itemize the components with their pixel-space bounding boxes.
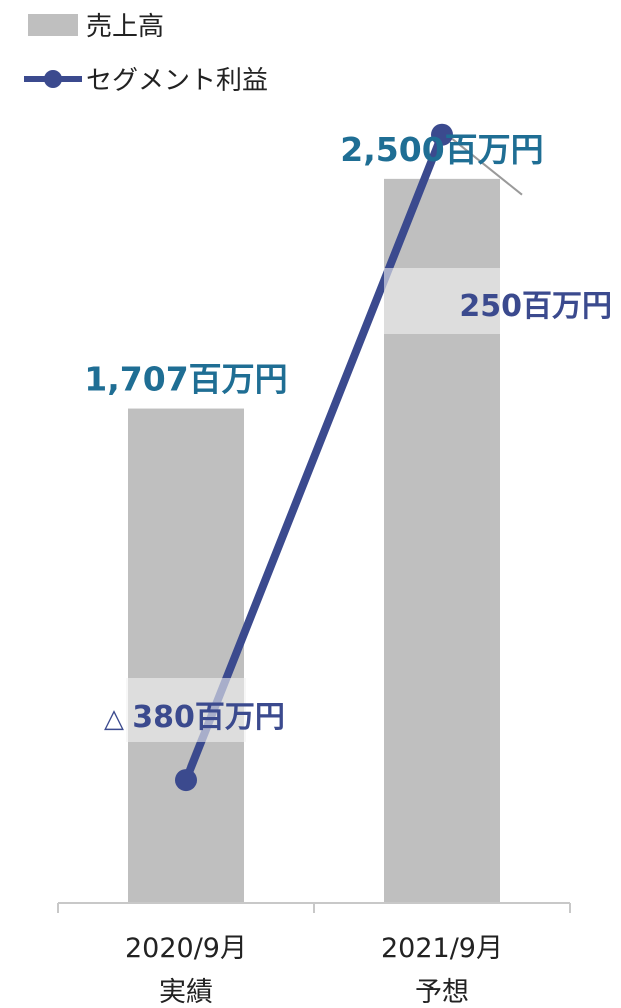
- line-data-label-value-1: 380百万円: [132, 700, 285, 735]
- x-tick-label-2-line-1: 2021/9月: [381, 933, 503, 964]
- legend-swatch-segment-profit-marker: [44, 70, 62, 88]
- line-label-bg-2: [384, 268, 500, 334]
- line-data-label-prefix-1: △: [104, 704, 132, 734]
- line-data-label-1: △ 380百万円: [104, 700, 285, 735]
- legend-label-sales: 売上高: [86, 12, 164, 42]
- line-label-bg-1: [126, 678, 246, 742]
- legend-swatch-sales: [28, 14, 78, 36]
- segment-profit-marker-2: [431, 123, 453, 146]
- x-tick-label-1-line-1: 2020/9月: [125, 933, 247, 964]
- segment-profit-marker-1: [175, 769, 197, 792]
- bar-sales-1: [128, 408, 244, 903]
- legend-label-segment-profit: セグメント利益: [86, 66, 268, 96]
- x-tick-label-2-line-2: 予想: [415, 977, 469, 1008]
- segment-profit-line: [182, 130, 446, 785]
- bar-data-label-1: 1,707百万円: [84, 360, 287, 399]
- x-tick-label-1-line-2: 実績: [159, 977, 213, 1008]
- line-data-label-2: 250百万円: [459, 289, 612, 324]
- bar-data-label-2: 2,500百万円: [340, 130, 543, 169]
- line-data-label-value-2: 250百万円: [459, 289, 612, 324]
- legend: 売上高 セグメント利益: [24, 12, 268, 96]
- leader-line-2: [451, 137, 523, 196]
